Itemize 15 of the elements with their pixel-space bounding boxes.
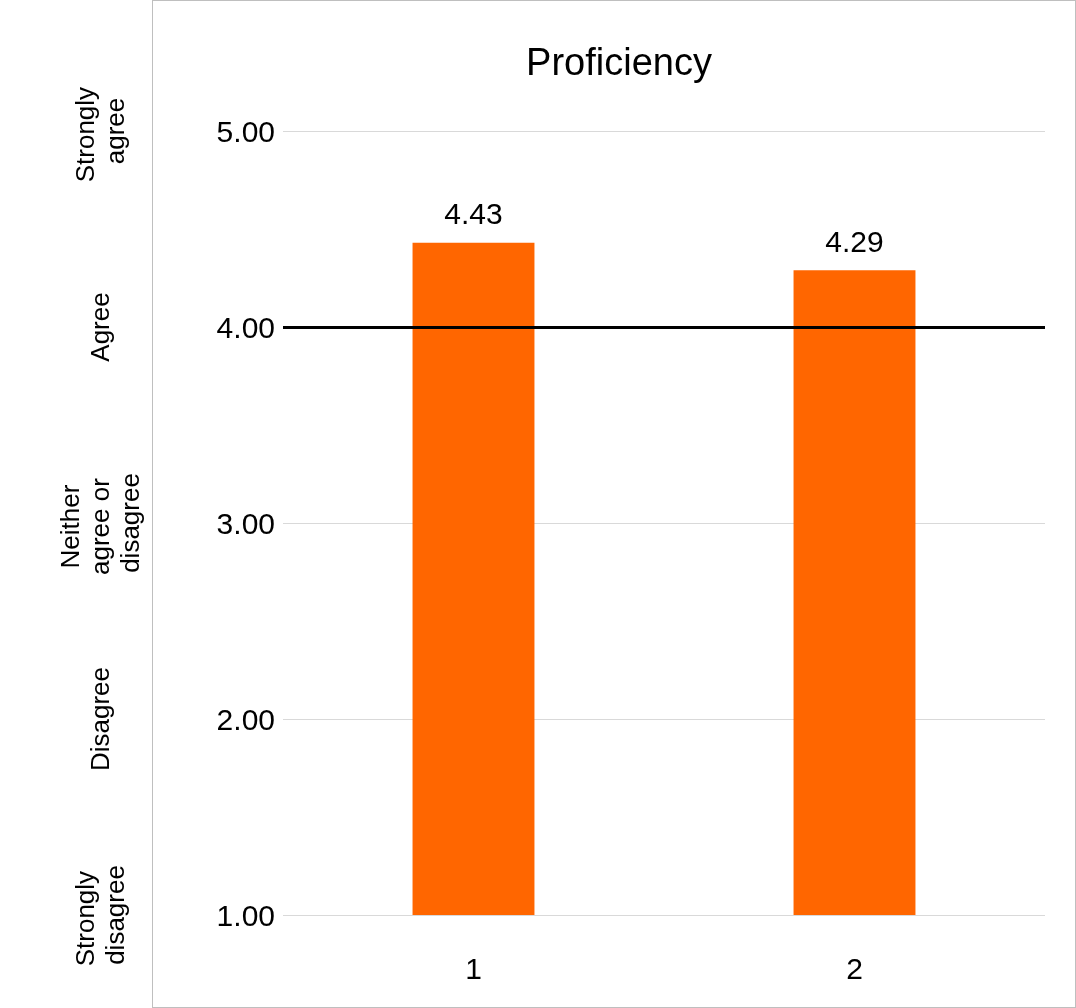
y-tick-label: 1.00 (216, 898, 275, 932)
data-label: 4.43 (444, 197, 503, 231)
text: Disagree (85, 666, 115, 772)
text: Neither agree or disagree (55, 470, 145, 576)
y-tick-label: 2.00 (216, 702, 275, 736)
x-tick-label: 2 (846, 951, 863, 985)
text: Strongly disagree (70, 863, 130, 967)
y-tick-label: 4.00 (216, 310, 275, 344)
text: Agree (85, 292, 115, 362)
x-tick-label: 1 (465, 951, 482, 985)
text: Strongly agree (70, 79, 130, 183)
y-tick-label: 3.00 (216, 506, 275, 540)
chart-title: Proficiency (526, 41, 712, 83)
y-tick-label: 5.00 (216, 114, 275, 148)
data-label: 4.29 (825, 224, 884, 258)
